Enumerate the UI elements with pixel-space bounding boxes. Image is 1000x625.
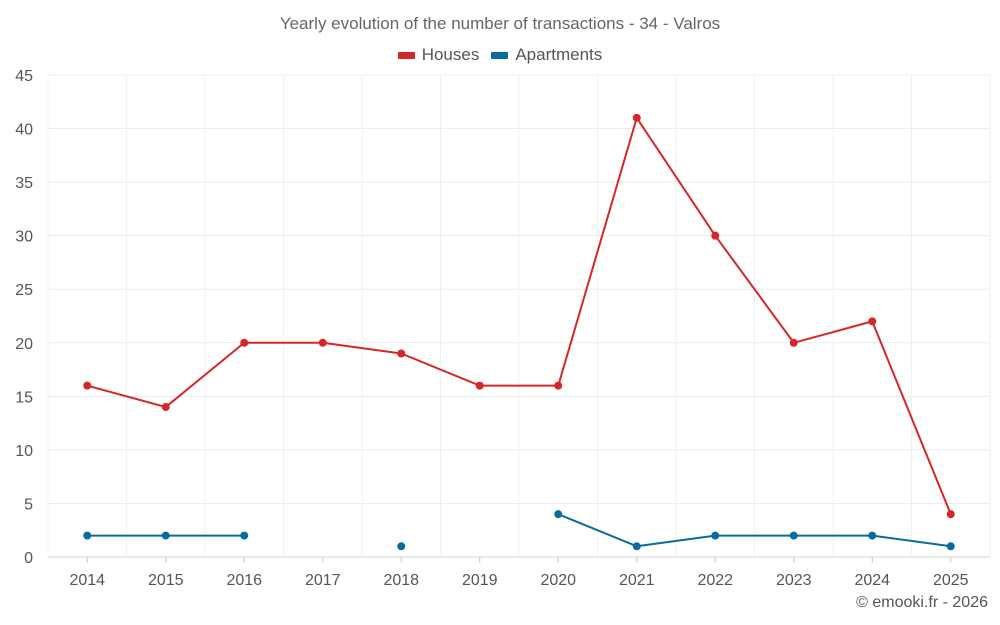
- data-point-apartments: [789, 531, 798, 540]
- data-point-houses: [632, 113, 641, 122]
- series-line-houses: [557, 116, 638, 387]
- data-point-houses: [318, 338, 327, 347]
- y-tick-label: 35: [15, 175, 33, 192]
- data-point-apartments: [868, 531, 877, 540]
- y-tick-label: 0: [24, 550, 33, 567]
- legend-swatch-apartments: [491, 51, 509, 59]
- y-tick-label: 40: [15, 122, 33, 139]
- x-tick-label: 2017: [305, 572, 341, 589]
- x-tick-label: 2021: [619, 572, 655, 589]
- credit-text: © emooki.fr - 2026: [856, 594, 988, 611]
- series-line-apartments: [557, 513, 638, 548]
- data-point-houses: [475, 381, 484, 390]
- y-tick-label: 10: [15, 443, 33, 460]
- legend-label-apartments: Apartments: [515, 45, 603, 64]
- series-line-houses: [792, 320, 874, 344]
- y-tick-label: 20: [15, 336, 33, 353]
- series-line-apartments: [871, 534, 952, 548]
- x-tick-label: 2023: [776, 572, 812, 589]
- x-tick-label: 2016: [226, 572, 262, 589]
- series-line-houses: [635, 116, 717, 237]
- data-point-apartments: [946, 542, 955, 551]
- data-point-apartments: [83, 531, 92, 540]
- series-line-apartments: [635, 534, 717, 548]
- x-tick-label: 2018: [383, 572, 419, 589]
- data-point-apartments: [711, 531, 720, 540]
- data-point-apartments: [161, 531, 170, 540]
- series-line-houses: [321, 341, 403, 355]
- series-line-houses: [400, 352, 481, 387]
- data-point-houses: [397, 349, 406, 358]
- data-point-apartments: [554, 510, 563, 519]
- y-tick-label: 15: [15, 389, 33, 406]
- data-point-houses: [161, 403, 170, 412]
- x-tick-label: 2022: [697, 572, 733, 589]
- x-tick-label: 2024: [854, 572, 890, 589]
- data-point-houses: [946, 510, 955, 519]
- legend-item-houses[interactable]: Houses: [397, 45, 480, 65]
- data-point-houses: [868, 317, 877, 326]
- y-tick-label: 30: [15, 229, 33, 246]
- data-point-houses: [789, 338, 798, 347]
- series-line-houses: [871, 320, 952, 516]
- x-tick-label: 2019: [462, 572, 498, 589]
- x-tick-label: 2020: [540, 572, 576, 589]
- data-point-houses: [554, 381, 563, 390]
- legend-swatch-houses: [397, 51, 415, 59]
- legend: Houses Apartments: [0, 45, 1000, 65]
- x-tick-label: 2025: [933, 572, 969, 589]
- data-point-apartments: [397, 542, 406, 551]
- data-point-houses: [240, 338, 249, 347]
- series-line-houses: [164, 341, 246, 409]
- series-line-houses: [86, 384, 167, 409]
- data-point-apartments: [632, 542, 641, 551]
- x-tick-label: 2015: [148, 572, 184, 589]
- legend-label-houses: Houses: [421, 45, 480, 64]
- data-point-apartments: [240, 531, 249, 540]
- data-point-houses: [83, 381, 92, 390]
- legend-item-apartments[interactable]: Apartments: [491, 45, 602, 65]
- y-tick-label: 45: [15, 68, 33, 85]
- chart-title: Yearly evolution of the number of transa…: [279, 14, 721, 33]
- series-line-houses: [714, 234, 795, 344]
- x-tick-label: 2014: [69, 572, 105, 589]
- y-tick-label: 5: [24, 496, 33, 513]
- data-point-houses: [711, 231, 720, 240]
- y-tick-label: 25: [15, 282, 33, 299]
